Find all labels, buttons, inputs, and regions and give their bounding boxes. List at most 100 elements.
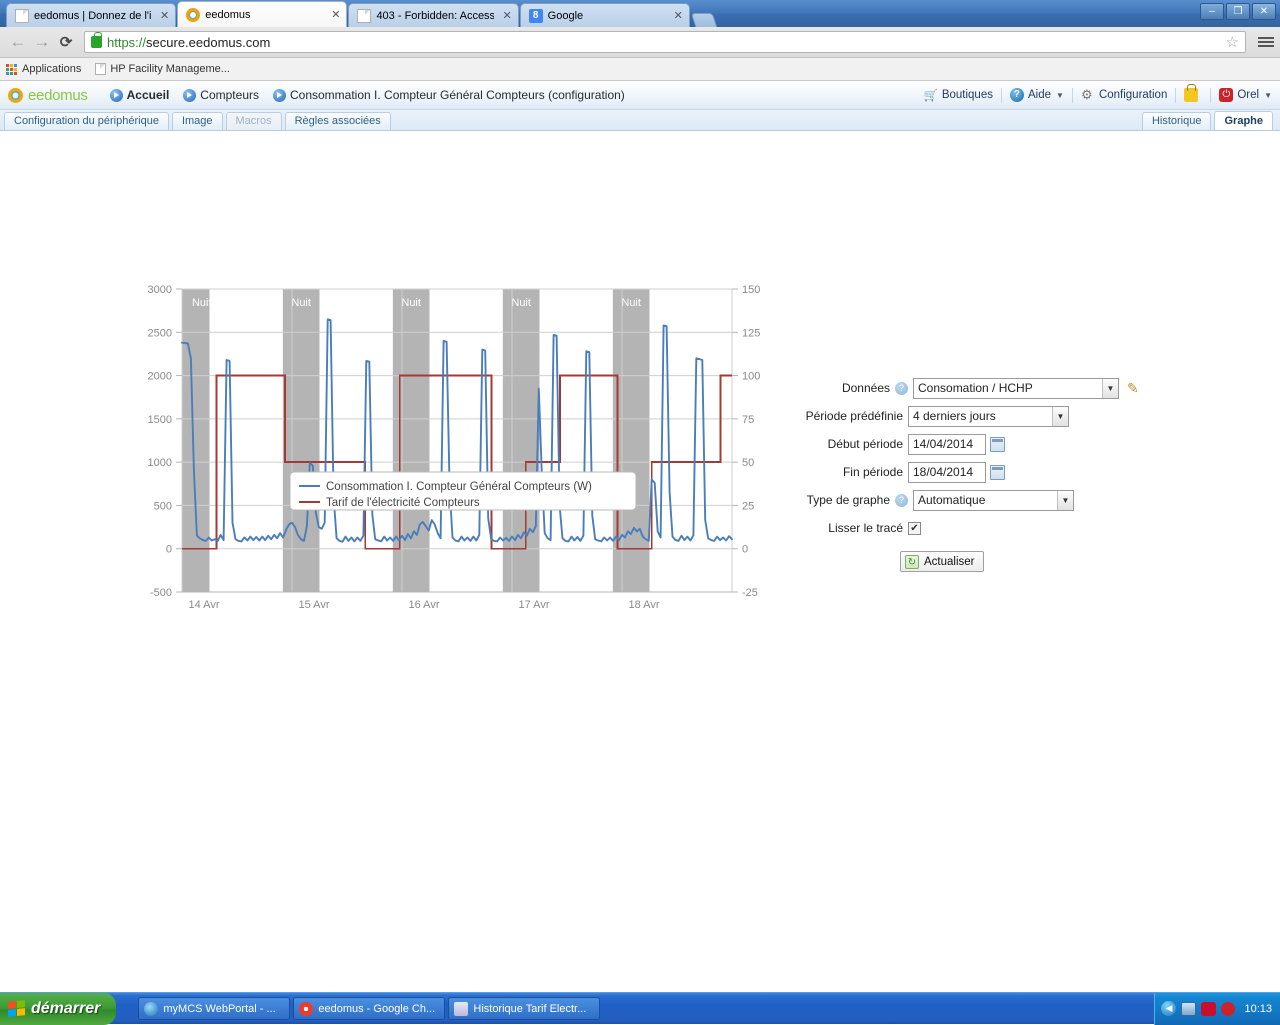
type-graphe-label: Type de graphe — [806, 493, 890, 507]
help-icon[interactable]: ? — [895, 381, 908, 395]
taskbar-item-1[interactable]: eedomus - Google Ch... — [293, 997, 446, 1020]
new-tab-button[interactable] — [690, 13, 718, 27]
svg-text:500: 500 — [154, 500, 172, 512]
tab-regles-associees[interactable]: Règles associées — [284, 112, 391, 130]
periode-predefinie-select[interactable]: 4 derniers jours ▼ — [908, 405, 1069, 427]
start-button[interactable]: démarrer — [0, 992, 117, 1025]
breadcrumb-device[interactable]: Consommation I. Compteur Général Compteu… — [272, 88, 625, 102]
graph-settings-panel: Données ? Consomation / HCHP ▼ ✎ Période… — [790, 377, 1139, 572]
svg-text:Nuit: Nuit — [511, 297, 531, 309]
actualiser-button[interactable]: ↻ Actualiser — [900, 551, 984, 572]
chrome-menu-icon[interactable] — [1258, 37, 1274, 47]
close-icon[interactable]: ✕ — [160, 10, 170, 22]
svg-text:-500: -500 — [150, 587, 172, 599]
menu-aide[interactable]: ? Aide ▼ — [1009, 88, 1064, 102]
system-tray: ◀ 10:13 — [1154, 992, 1280, 1025]
back-icon[interactable]: ← — [9, 32, 27, 51]
apps-label: Applications — [22, 63, 82, 75]
taskbar-item-2[interactable]: Historique Tarif Electr... — [448, 997, 601, 1020]
window-close-button[interactable]: ✕ — [1252, 3, 1276, 20]
chevron-down-icon[interactable]: ▼ — [1102, 378, 1118, 398]
forward-icon[interactable]: → — [33, 32, 51, 51]
tab-historique[interactable]: Historique — [1141, 112, 1212, 130]
row-donnees: Données ? Consomation / HCHP ▼ ✎ — [790, 377, 1139, 399]
tab-image[interactable]: Image — [171, 112, 223, 130]
type-graphe-select[interactable]: Automatique ▼ — [913, 489, 1074, 511]
tab-label: Image — [181, 115, 213, 127]
chevron-down-icon[interactable]: ▼ — [1052, 406, 1068, 426]
bookmarks-bar: Applications HP Facility Manageme... — [0, 58, 1280, 81]
row-debut-periode: Début période 14/04/2014 — [790, 433, 1139, 455]
menu-lock[interactable] — [1184, 84, 1202, 102]
mcafee-icon[interactable] — [1201, 1001, 1217, 1016]
row-fin-periode: Fin période 18/04/2014 — [790, 461, 1139, 483]
row-periode-predefinie: Période prédéfinie 4 derniers jours ▼ — [790, 405, 1139, 427]
browser-tab-0[interactable]: eedomus | Donnez de l'intelli... ✕ — [6, 3, 177, 27]
apps-shortcut[interactable]: Applications — [6, 63, 81, 75]
taskbar-item-label: Historique Tarif Electr... — [473, 1002, 587, 1015]
browser-titlebar: eedomus | Donnez de l'intelli... ✕ eedom… — [0, 0, 1280, 27]
help-icon[interactable]: ? — [895, 493, 908, 507]
reload-icon[interactable]: ⟳ — [59, 34, 73, 51]
donnees-select[interactable]: Consomation / HCHP ▼ — [913, 377, 1119, 399]
eedomus-logo[interactable]: eedomus — [8, 87, 88, 104]
taskbar-item-0[interactable]: myMCS WebPortal - ... — [138, 997, 291, 1020]
calendar-icon[interactable] — [990, 436, 1005, 452]
debut-periode-value: 14/04/2014 — [913, 437, 974, 451]
periode-predefinie-value: 4 derniers jours — [913, 409, 996, 423]
bookmark-star-icon[interactable]: ☆ — [1225, 34, 1239, 51]
consumption-chart[interactable]: Nuit Nuit Nuit Nuit Nuit -500 0 500 1000 1500 2000… — [0, 132, 800, 622]
actualiser-label: Actualiser — [924, 555, 975, 568]
divider — [1000, 87, 1002, 103]
menu-label: Configuration — [1098, 89, 1168, 101]
maximize-button[interactable]: ❐ — [1226, 3, 1250, 20]
taskbar-item-label: myMCS WebPortal - ... — [163, 1002, 276, 1015]
breadcrumb-accueil[interactable]: Accueil — [109, 88, 170, 102]
breadcrumb-label: Accueil — [126, 88, 170, 102]
menu-user[interactable]: ⏻ Orel ▼ — [1219, 88, 1272, 102]
svg-text:Tarif de l'électricité Compteu: Tarif de l'électricité Compteurs — [326, 497, 480, 509]
breadcrumb-compteurs[interactable]: Compteurs — [183, 88, 259, 102]
ie-icon — [144, 1001, 159, 1016]
windows-taskbar: démarrer myMCS WebPortal - ... eedomus -… — [0, 992, 1280, 1025]
svg-text:125: 125 — [742, 327, 760, 339]
close-icon[interactable]: ✕ — [331, 9, 341, 21]
donnees-label: Données — [841, 381, 890, 395]
network-icon[interactable] — [1181, 1001, 1197, 1016]
browser-tab-1[interactable]: eedomus ✕ — [177, 1, 348, 27]
clock[interactable]: 10:13 — [1244, 1002, 1272, 1015]
svg-text:100: 100 — [742, 371, 760, 383]
arrow-circle-icon — [109, 88, 123, 102]
power-icon: ⏻ — [1219, 88, 1234, 102]
browser-tab-label: eedomus — [205, 8, 251, 21]
app-tabbar: Configuration du périphérique Image Macr… — [0, 110, 1280, 131]
browser-tab-2[interactable]: 403 - Forbidden: Access is d... ✕ — [348, 3, 519, 27]
bookmark-item-0[interactable]: HP Facility Manageme... — [95, 63, 230, 75]
minimize-button[interactable]: – — [1200, 3, 1224, 20]
arrow-circle-icon — [183, 88, 197, 102]
close-icon[interactable]: ✕ — [673, 10, 683, 22]
donnees-value: Consomation / HCHP — [918, 381, 1033, 395]
calendar-icon[interactable] — [990, 464, 1005, 480]
svg-text:Consommation I. Compteur Génér: Consommation I. Compteur Général Compteu… — [326, 481, 592, 493]
browser-tab-3[interactable]: 8 Google ✕ — [519, 3, 690, 27]
periode-predefinie-label: Période prédéfinie — [805, 409, 903, 423]
lisser-trace-checkbox[interactable]: ✔ — [908, 521, 921, 535]
debut-periode-input[interactable]: 14/04/2014 — [908, 433, 986, 455]
tray-expand-icon[interactable]: ◀ — [1161, 1001, 1177, 1016]
svg-text:Nuit: Nuit — [291, 297, 311, 309]
close-icon[interactable]: ✕ — [502, 10, 512, 22]
chevron-down-icon[interactable]: ▼ — [1057, 490, 1073, 510]
fin-periode-input[interactable]: 18/04/2014 — [908, 461, 986, 483]
divider — [1175, 87, 1177, 103]
excel-icon — [454, 1001, 469, 1016]
svg-text:3000: 3000 — [148, 284, 172, 296]
tab-configuration-peripherique[interactable]: Configuration du périphérique — [4, 112, 169, 130]
menu-configuration[interactable]: ⚙ Configuration — [1081, 88, 1167, 102]
address-bar[interactable]: https:// secure.eedomus.com ☆ — [84, 31, 1246, 53]
menu-boutiques[interactable]: 🛒 Boutiques — [924, 88, 993, 102]
edit-pencil-icon[interactable]: ✎ — [1127, 379, 1139, 396]
tab-graphe[interactable]: Graphe — [1214, 111, 1273, 130]
browser-tab-label: 403 - Forbidden: Access is d... — [376, 9, 495, 22]
shield-icon[interactable] — [1221, 1001, 1236, 1016]
